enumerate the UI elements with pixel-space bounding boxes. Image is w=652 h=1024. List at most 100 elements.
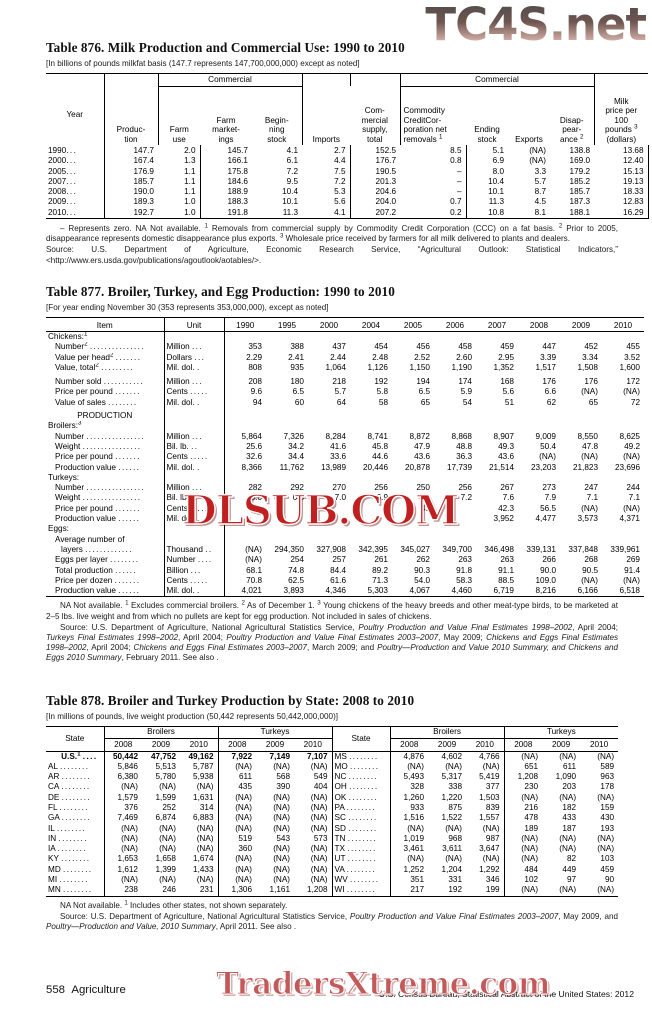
data-cell: 8,625 — [619, 431, 641, 441]
data-cell: 7.0 — [334, 493, 346, 503]
data-cell: 6.6 — [544, 387, 556, 397]
data-cell: (NA) — [623, 452, 640, 462]
data-cell: 273 — [542, 483, 556, 493]
data-cell: 7.1 — [586, 493, 598, 503]
data-cell: 41 — [420, 503, 430, 513]
data-cell: 404 — [294, 782, 333, 793]
data-cell: (NA) — [245, 555, 262, 565]
data-cell: 246 — [162, 885, 176, 895]
data-cell: 109.0 — [535, 575, 557, 585]
data-cell: 9.5 — [286, 176, 299, 186]
data-cell: 247 — [584, 483, 598, 493]
row-label-text: Price per pound — [55, 387, 113, 397]
data-cell: 294,350 — [274, 544, 304, 554]
header-unit: Unit — [164, 317, 225, 332]
table-row: 2009... 189.3 1.0 188.3 10.1 5.6 204.0 0.7 11.3 4… — [46, 197, 649, 208]
row-label: Production value ...... — [46, 514, 165, 525]
data-cell: 9.6 — [250, 387, 262, 397]
data-cell: (NA) — [273, 761, 291, 771]
header-state-right: State — [332, 726, 391, 751]
data-cell: 188.9 — [227, 187, 249, 197]
data-cell: 349,700 — [442, 544, 472, 554]
dot-leader: ....... — [115, 352, 142, 362]
data-cell: 935 — [290, 362, 304, 372]
data-cell: 62.5 — [288, 575, 304, 585]
data-cell: 8,907 — [493, 431, 515, 441]
data-cell: 4,021 — [241, 586, 263, 596]
dot-leader: ...... — [118, 462, 141, 472]
data-cell: 6.0 — [250, 493, 262, 503]
data-cell: 1,658 — [155, 854, 177, 864]
data-cell: 65 — [420, 397, 430, 407]
data-cell: (NA) — [445, 854, 463, 864]
row-label: Weight ................ — [46, 441, 165, 453]
data-cell: 176 — [542, 377, 556, 387]
header-b-2010-l: 2010 — [180, 738, 219, 751]
data-cell: 1,150 — [409, 362, 431, 372]
row-label: Value per head2 ....... — [46, 352, 165, 363]
data-cell: 484 — [524, 864, 539, 874]
data-cell: 204.0 — [375, 197, 397, 207]
table-row: Price per pound ....... Cents ..... 41 42.3… — [46, 503, 644, 515]
data-cell: (NA) — [581, 575, 598, 585]
data-cell: 8.5 — [400, 145, 467, 157]
header-state-left: State — [46, 726, 105, 751]
table-row: Eggs per layer ........ Number .... (NA) 25… — [46, 555, 644, 566]
data-cell — [434, 514, 476, 524]
data-cell: 203 — [562, 782, 577, 792]
data-cell: 1.1 — [158, 176, 201, 188]
data-cell: 7,469 — [117, 813, 139, 823]
table-878-source: Source: U.S. Department of Agriculture, … — [46, 912, 618, 932]
data-cell: 0.8 — [400, 156, 467, 167]
data-cell: 4,602 — [441, 751, 463, 761]
data-cell: 6,518 — [619, 586, 641, 596]
data-cell: 456 — [416, 342, 430, 352]
section-heading: PRODUCTION — [46, 408, 165, 422]
row-unit: Bil. lb. .. — [164, 441, 225, 453]
page-source-line: U.S. Census Bureau, Statistical Abstract… — [378, 989, 634, 999]
data-cell: 1,204 — [441, 864, 463, 874]
section-heading-row: Chickens:1 — [46, 331, 644, 343]
header-year: Year — [46, 86, 105, 145]
data-cell: 184.6 — [227, 176, 249, 186]
data-cell: 2.95 — [498, 352, 514, 362]
data-cell: 49.2 — [624, 441, 640, 451]
row-label: Production value ...... — [46, 462, 165, 473]
data-cell: 328 — [410, 782, 425, 792]
data-cell: 263 — [458, 555, 472, 565]
data-cell — [308, 504, 350, 514]
table-877-footnote: NA Not available. 1 Excludes commercial … — [46, 599, 618, 621]
data-cell: 987 — [466, 833, 505, 845]
data-cell: 933 — [410, 802, 425, 812]
data-cell — [434, 504, 476, 514]
row-label: Number ................ — [46, 483, 165, 494]
table-row: Price per dozen ....... Cents ..... 70.8 62… — [46, 575, 644, 587]
data-cell: (NA) — [121, 833, 138, 843]
header-t-2010-r: 2010 — [589, 740, 609, 750]
row-state: MD ........ — [46, 864, 105, 876]
data-cell: 58.3 — [456, 575, 472, 585]
data-cell: (NA) — [581, 452, 598, 462]
data-cell: 13,989 — [320, 462, 346, 472]
row-state: GA ........ — [46, 813, 105, 824]
row-label: Weight ................ — [46, 493, 165, 504]
section-heading: Broilers:3 — [46, 421, 165, 432]
data-cell: 244 — [626, 483, 640, 493]
data-cell: 58 — [378, 397, 388, 407]
data-cell: 17,739 — [446, 462, 472, 472]
table-876-footnote: – Represents zero. NA Not available. 1 R… — [46, 222, 618, 244]
data-cell: 190.5 — [375, 166, 397, 176]
table-row: Production value ...... Mil. dol. . 3,952 4… — [46, 514, 644, 525]
row-label: Value, total2 ......... — [46, 362, 165, 374]
row-state: KY ........ — [46, 854, 105, 865]
data-cell: 41.6 — [330, 441, 346, 451]
table-row: layers ............. Thousand .. (NA) 294,3… — [46, 544, 644, 556]
source-text: , April 2004; — [177, 633, 227, 643]
data-cell: 176.9 — [133, 166, 155, 176]
data-cell: 377 — [466, 782, 505, 793]
data-cell: (NA) — [159, 844, 176, 854]
data-cell: 45.8 — [372, 441, 388, 451]
data-cell: (NA) — [559, 833, 577, 843]
data-cell: (NA) — [273, 844, 291, 854]
table-row: Production value ...... Mil. dol. . 8,366 1… — [46, 462, 644, 473]
